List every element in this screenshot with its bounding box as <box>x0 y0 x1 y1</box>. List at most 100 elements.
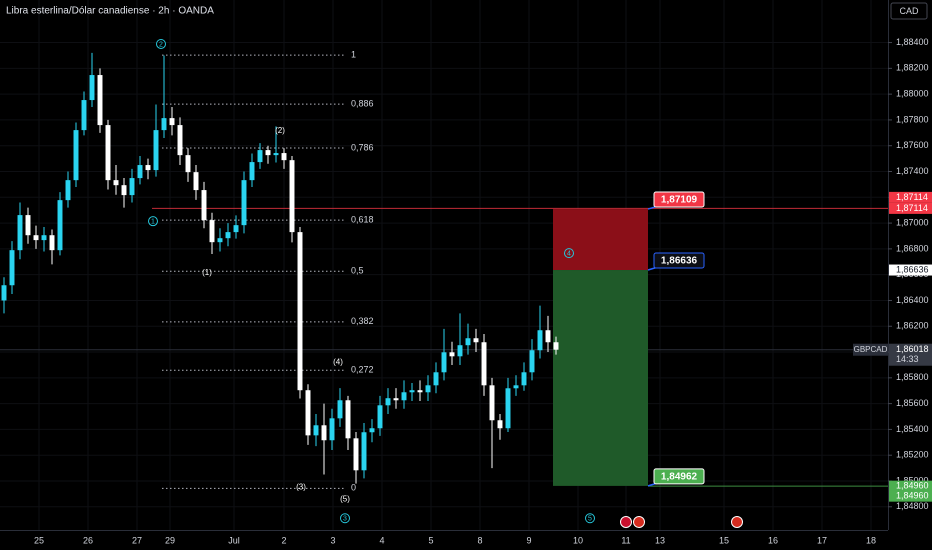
candle-body <box>329 418 335 441</box>
candle-body <box>489 385 495 421</box>
x-tick-label: 18 <box>866 535 876 545</box>
x-tick-label: 8 <box>477 535 482 545</box>
y-tick-label: 1,88000 <box>896 89 929 99</box>
flag-icon[interactable] <box>731 516 743 528</box>
position-label-box <box>653 191 705 208</box>
candle-body <box>505 388 511 429</box>
candle-body <box>473 338 479 343</box>
price-badge <box>889 202 932 214</box>
y-tick-label: 1,87600 <box>896 140 929 150</box>
candle-body <box>113 180 119 186</box>
y-tick-label: 1,85800 <box>896 372 929 382</box>
candle-body <box>377 405 383 429</box>
y-tick-label: 1,85400 <box>896 424 929 434</box>
x-tick-label: 11 <box>621 535 630 545</box>
candle-body <box>161 118 167 131</box>
last-price-badge <box>889 343 932 366</box>
currency-button[interactable] <box>890 2 928 20</box>
candle-body <box>185 155 191 173</box>
y-tick-label: 1,87000 <box>896 217 929 227</box>
candle-body <box>137 165 143 179</box>
candle-body <box>409 390 415 393</box>
price-badge-label: 1,86636 <box>896 264 929 274</box>
candle-body <box>481 342 487 386</box>
candle-body <box>49 235 55 251</box>
candle-body <box>105 125 111 181</box>
x-tick-label: 5 <box>428 535 433 545</box>
fib-label: 0 <box>351 483 356 493</box>
x-tick-label: 4 <box>379 535 384 545</box>
candle-body <box>545 330 551 343</box>
wave-label: 5 <box>588 516 592 523</box>
candle-body <box>281 153 287 161</box>
candle-body <box>57 200 63 251</box>
candle-body <box>305 390 311 436</box>
flag-icon[interactable] <box>633 516 645 528</box>
candle-body <box>273 153 279 156</box>
y-tick-label: 1,87400 <box>896 166 929 176</box>
y-tick-label: 1,84800 <box>896 501 929 511</box>
candle-body <box>529 350 535 373</box>
candle-body <box>145 165 151 171</box>
wave-label: 3 <box>343 516 347 523</box>
y-tick-label: 1,86200 <box>896 321 929 331</box>
position-label: 1,86636 <box>661 256 698 267</box>
wave-circle <box>148 216 158 227</box>
flag-icon[interactable] <box>620 516 632 528</box>
candle-body <box>433 372 439 386</box>
candle-body <box>225 232 231 239</box>
candle-body <box>249 162 255 181</box>
wave-circle <box>156 38 166 49</box>
symbol-badge <box>853 343 888 356</box>
candle-body <box>465 338 471 346</box>
x-tick-label: 26 <box>83 535 93 545</box>
position-label: 1,84962 <box>661 472 698 483</box>
wave-label: 2 <box>159 41 163 48</box>
candle-body <box>321 425 327 441</box>
x-tick-label: 16 <box>768 535 778 545</box>
candle-body <box>457 345 463 357</box>
candle-body <box>9 250 15 286</box>
candle-body <box>521 372 527 386</box>
x-tick-label: 3 <box>330 535 335 545</box>
y-tick-label: 1,85000 <box>896 475 929 485</box>
candle-body <box>33 235 39 241</box>
candle-body <box>201 190 207 221</box>
candle-body <box>65 180 71 201</box>
candle-body <box>393 398 399 401</box>
candle-body <box>121 185 127 196</box>
candle-body <box>361 432 367 471</box>
chart-title: Libra esterlina/Dólar canadiense · 2h · … <box>6 6 214 17</box>
x-tick-label: Jul <box>228 535 240 545</box>
position-label: 1,87109 <box>661 195 698 206</box>
candle-body <box>81 100 87 131</box>
y-tick-label: 1,88400 <box>896 37 929 47</box>
x-tick-label: 27 <box>132 535 142 545</box>
price-badge-label: 1,87114 <box>896 192 928 202</box>
fib-label: 1 <box>351 49 356 59</box>
countdown: 14:33 <box>896 354 919 364</box>
wave-label: (2) <box>275 126 285 135</box>
candle-body <box>17 215 23 251</box>
candle-body <box>553 342 559 350</box>
wave-label: (1) <box>202 268 212 277</box>
fib-label: 0,786 <box>351 142 374 152</box>
candle-body <box>257 150 263 163</box>
price-badge <box>889 490 932 502</box>
fib-label: 0,618 <box>351 214 374 224</box>
x-tick-label: 9 <box>526 535 531 545</box>
fib-label: 0,382 <box>351 316 374 326</box>
candle-body <box>73 130 79 181</box>
candle-body <box>129 178 135 196</box>
x-tick-label: 15 <box>719 535 729 545</box>
candle-body <box>1 285 7 301</box>
y-tick-label: 1,88200 <box>896 63 929 73</box>
candle-body <box>537 330 543 351</box>
candle-body <box>193 172 199 191</box>
candle-body <box>177 125 183 156</box>
price-badge <box>889 191 932 203</box>
y-tick-label: 1,85200 <box>896 450 929 460</box>
currency: CAD <box>899 6 919 16</box>
price-badge <box>889 264 932 276</box>
